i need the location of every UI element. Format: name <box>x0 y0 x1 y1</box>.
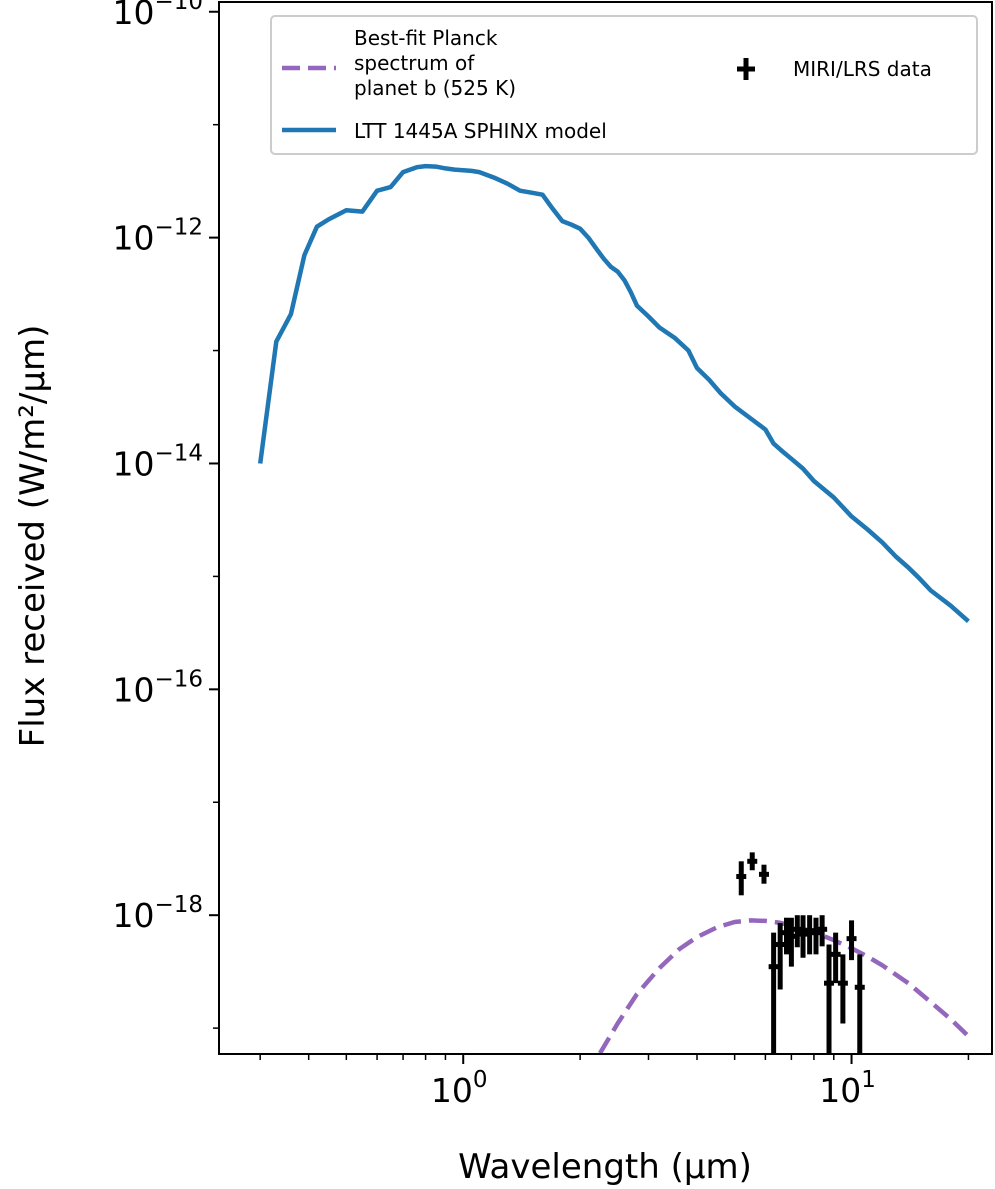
miri-data-point <box>824 944 835 1054</box>
legend-box <box>270 15 978 155</box>
legend-planck-label: Best-fit Planck <box>354 26 498 50</box>
legend-sphinx-label: LTT 1445A SPHINX model <box>354 119 607 143</box>
miri-data-point <box>768 932 779 1054</box>
miri-data-point <box>810 917 821 955</box>
y-tick-label: 10−16 <box>112 666 203 709</box>
y-tick-label: 10−12 <box>112 215 203 258</box>
y-tick-label: 10−14 <box>112 440 203 483</box>
miri-data-point <box>830 932 841 984</box>
miri-data-point <box>758 864 769 884</box>
miri-data-point <box>817 915 828 947</box>
miri-data-point <box>798 915 809 958</box>
legend-planck-label: spectrum of <box>354 51 475 75</box>
plot-frame <box>218 1 993 1055</box>
y-tick-label: 10−10 <box>112 0 203 32</box>
miri-data-point <box>786 917 797 967</box>
legend-miri-label: MIRI/LRS data <box>793 57 932 81</box>
x-tick-label: 101 <box>819 1067 876 1110</box>
sphinx-model-curve <box>257 163 970 623</box>
x-tick-label: 100 <box>431 1067 488 1110</box>
miri-data-point <box>837 954 848 1024</box>
legend-planck-label: planet b (525 K) <box>354 76 516 100</box>
plot-inner <box>257 163 970 1054</box>
miri-data-point <box>846 920 857 961</box>
planck-curve <box>598 918 970 1054</box>
miri-data-point <box>854 954 865 1054</box>
x-axis-label: Wavelength (μm) <box>458 1147 752 1187</box>
miri-data-point <box>775 923 786 990</box>
miri-data-point <box>736 861 747 896</box>
axes: 10−10 10−12 10−14 10−16 10−18 100 101 <box>112 0 993 1110</box>
plot-area <box>257 163 970 1054</box>
y-axis-label: Flux received (W/m²/μm) <box>13 325 53 748</box>
y-tick-label: 10−18 <box>112 892 203 935</box>
miri-data-point <box>747 852 758 871</box>
